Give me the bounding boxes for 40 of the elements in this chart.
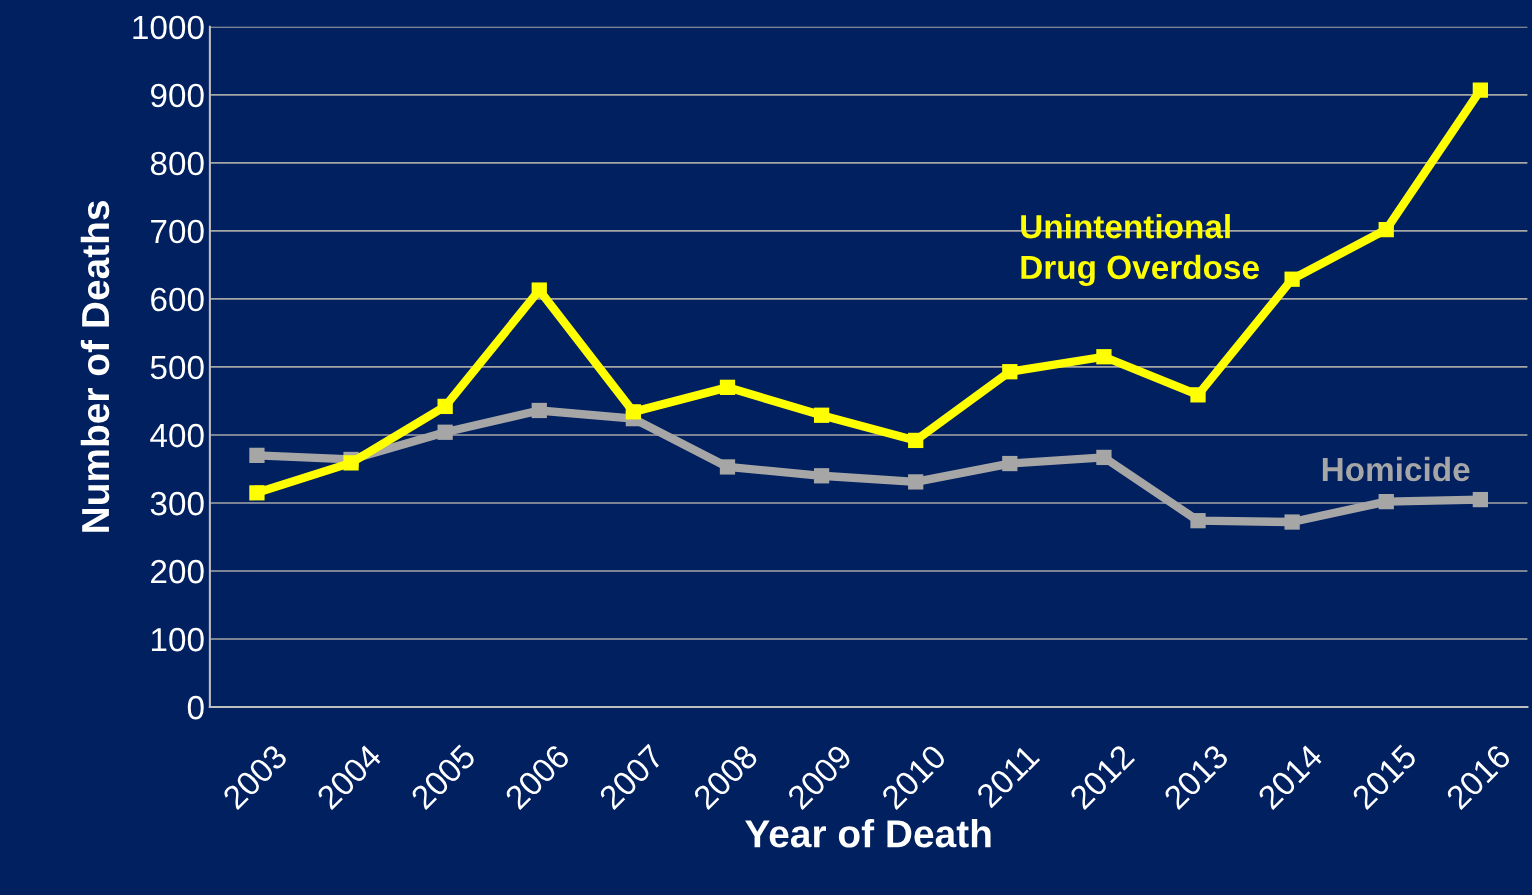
point <box>719 379 736 395</box>
point <box>813 407 830 423</box>
y-tick-label: 300 <box>150 491 204 516</box>
point <box>343 455 359 471</box>
point <box>1002 364 1018 380</box>
y-tick-label: 0 <box>187 695 204 720</box>
point <box>1096 349 1112 365</box>
point <box>437 424 453 440</box>
point <box>1378 221 1394 238</box>
point <box>1190 387 1206 403</box>
point <box>625 404 642 420</box>
point <box>249 447 265 464</box>
point <box>908 432 924 449</box>
y-tick-label: 500 <box>150 355 204 380</box>
point <box>719 459 736 475</box>
y-tick-label: 800 <box>150 151 204 176</box>
point <box>1096 449 1112 466</box>
point <box>1284 271 1300 287</box>
point <box>437 398 453 415</box>
y-tick-label: 200 <box>151 559 204 584</box>
point <box>1472 82 1488 98</box>
y-tick-label: 700 <box>151 219 204 244</box>
point <box>249 485 265 501</box>
y-tick-label: 400 <box>150 423 204 448</box>
y-tick-label: 1000 <box>133 15 204 40</box>
point <box>531 282 547 298</box>
point <box>1284 514 1300 530</box>
x-axis-title: Year of Death <box>745 818 991 848</box>
y-tick-label: 100 <box>151 627 204 652</box>
series-label: Homicide <box>1322 456 1470 482</box>
point <box>1190 513 1206 529</box>
y-tick-label: 600 <box>151 287 204 312</box>
point <box>813 468 830 484</box>
point <box>531 402 547 419</box>
point <box>1472 491 1488 508</box>
point <box>1378 493 1394 510</box>
y-tick-label: 900 <box>150 83 204 108</box>
point <box>1002 455 1018 472</box>
point <box>908 474 924 490</box>
y-axis-title: Number of Deaths <box>80 201 110 532</box>
